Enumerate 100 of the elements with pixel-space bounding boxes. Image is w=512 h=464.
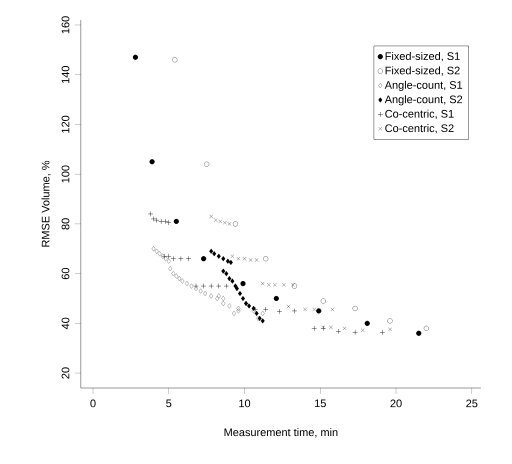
point <box>154 248 159 254</box>
point <box>236 306 240 312</box>
point <box>174 274 178 279</box>
point <box>226 258 230 264</box>
point <box>194 286 198 292</box>
point <box>209 293 214 299</box>
point <box>230 278 234 284</box>
x-tick-label: 5 <box>166 400 172 408</box>
point <box>158 251 162 256</box>
point <box>282 282 286 287</box>
point <box>230 254 234 258</box>
point <box>416 330 422 336</box>
point <box>240 280 246 286</box>
point <box>292 283 298 289</box>
point <box>336 328 342 334</box>
point <box>132 54 138 60</box>
point <box>234 286 239 292</box>
point <box>186 256 192 262</box>
point <box>316 308 322 314</box>
point <box>177 276 182 282</box>
point <box>208 283 214 289</box>
point <box>201 283 206 289</box>
point <box>242 256 246 261</box>
y-tick-label: 60 <box>62 268 70 280</box>
point <box>328 325 333 330</box>
point <box>388 327 392 332</box>
point <box>198 288 203 294</box>
point <box>424 326 429 331</box>
point <box>152 246 156 252</box>
point <box>360 328 365 332</box>
point <box>171 271 176 276</box>
point <box>221 300 226 306</box>
point <box>203 290 208 296</box>
point <box>232 310 236 316</box>
point <box>228 260 233 266</box>
point <box>330 308 334 312</box>
point <box>215 296 220 302</box>
point <box>260 310 265 316</box>
point <box>254 258 259 262</box>
point <box>166 220 172 226</box>
y-tick-label: 80 <box>62 218 70 230</box>
y-tick-label: 100 <box>62 165 70 182</box>
point <box>221 256 226 262</box>
point <box>272 282 277 287</box>
point <box>238 290 242 296</box>
point <box>216 254 221 259</box>
point <box>221 268 226 274</box>
point <box>166 258 171 264</box>
x-tick-label: 20 <box>390 400 402 408</box>
point <box>212 251 216 256</box>
point <box>292 308 298 314</box>
legend-label: Co-centric, S1 <box>385 110 454 119</box>
legend-label: Fixed-sized, S2 <box>386 66 460 76</box>
point <box>193 283 199 289</box>
point <box>204 162 210 167</box>
x-axis-title: Measurement time, min <box>224 428 338 438</box>
point <box>352 330 358 335</box>
point <box>148 211 154 217</box>
point <box>286 304 290 308</box>
point <box>320 298 326 304</box>
point <box>387 318 393 324</box>
point <box>189 283 194 289</box>
point <box>254 310 259 316</box>
point <box>312 308 316 312</box>
y-tick-label: 160 <box>62 16 70 34</box>
point <box>260 318 265 324</box>
y-tick-label: 140 <box>62 66 70 84</box>
point <box>260 282 265 286</box>
point <box>236 308 240 314</box>
x-tick-label: 10 <box>239 400 250 408</box>
y-axis-title: RMSE Volume, % <box>41 160 51 247</box>
point <box>224 283 229 289</box>
point <box>227 303 232 309</box>
point <box>274 296 279 302</box>
legend-label: Fixed-sized, S1 <box>386 52 460 62</box>
point <box>164 256 168 262</box>
point <box>291 282 295 287</box>
legend-label: Co-centric, S2 <box>385 124 454 134</box>
point <box>380 330 385 335</box>
point <box>168 266 172 272</box>
point <box>263 256 268 262</box>
y-tick-label: 120 <box>62 116 70 133</box>
point <box>209 214 214 218</box>
point <box>158 218 164 224</box>
point <box>364 320 370 326</box>
point <box>178 256 184 262</box>
point <box>201 256 206 262</box>
point <box>224 271 228 276</box>
point <box>263 306 268 312</box>
point <box>248 258 252 262</box>
point <box>342 326 346 330</box>
point <box>303 308 308 312</box>
x-tick-label: 0 <box>90 400 96 408</box>
y-tick-label: 40 <box>62 318 70 330</box>
legend-label: Angle-count, S1 <box>384 80 462 91</box>
point <box>227 276 232 282</box>
point <box>216 293 221 299</box>
point <box>151 216 156 222</box>
point <box>276 308 282 314</box>
point <box>184 280 189 286</box>
